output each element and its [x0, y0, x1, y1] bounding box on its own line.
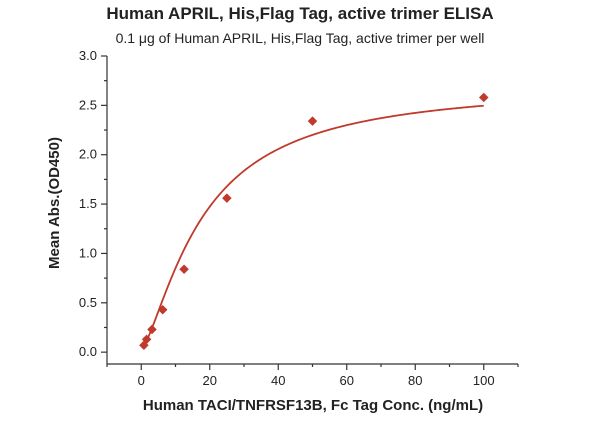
x-tick-label: 80: [408, 373, 422, 388]
x-tick-label: 100: [473, 373, 495, 388]
x-axis-label: Human TACI/TNFRSF13B, Fc Tag Conc. (ng/m…: [143, 397, 483, 414]
y-tick-label: 0.5: [79, 295, 97, 310]
y-axis-label: Mean Abs.(OD450): [46, 137, 63, 269]
fit-curve: [143, 104, 484, 347]
data-point: [179, 264, 189, 275]
data-point: [147, 324, 157, 335]
y-tick-label: 0.0: [79, 344, 97, 359]
x-axis: 0 20 40 60 80 100: [106, 363, 519, 388]
y-axis: 0.0 0.5 1.0 1.5 2.0 2.5 3.0: [79, 48, 108, 364]
chart-subtitle: 0.1 μg of Human APRIL, His,Flag Tag, act…: [116, 30, 485, 46]
data-points: [139, 92, 489, 351]
y-tick-label: 2.0: [79, 147, 97, 162]
data-point: [141, 334, 152, 345]
data-point: [222, 193, 232, 204]
data-point: [478, 92, 489, 103]
x-tick-label: 20: [203, 373, 217, 388]
chart-title: Human APRIL, His,Flag Tag, active trimer…: [106, 4, 493, 23]
y-tick-label: 3.0: [79, 48, 97, 63]
x-tick-label: 0: [138, 373, 145, 388]
fit-curve-group: [143, 104, 484, 347]
x-tick-label: 60: [340, 373, 354, 388]
y-tick-label: 2.5: [79, 97, 97, 112]
data-point: [307, 116, 318, 127]
data-point: [157, 304, 168, 315]
y-tick-label: 1.5: [79, 196, 97, 211]
x-tick-label: 40: [271, 373, 285, 388]
y-tick-label: 1.0: [79, 245, 97, 260]
